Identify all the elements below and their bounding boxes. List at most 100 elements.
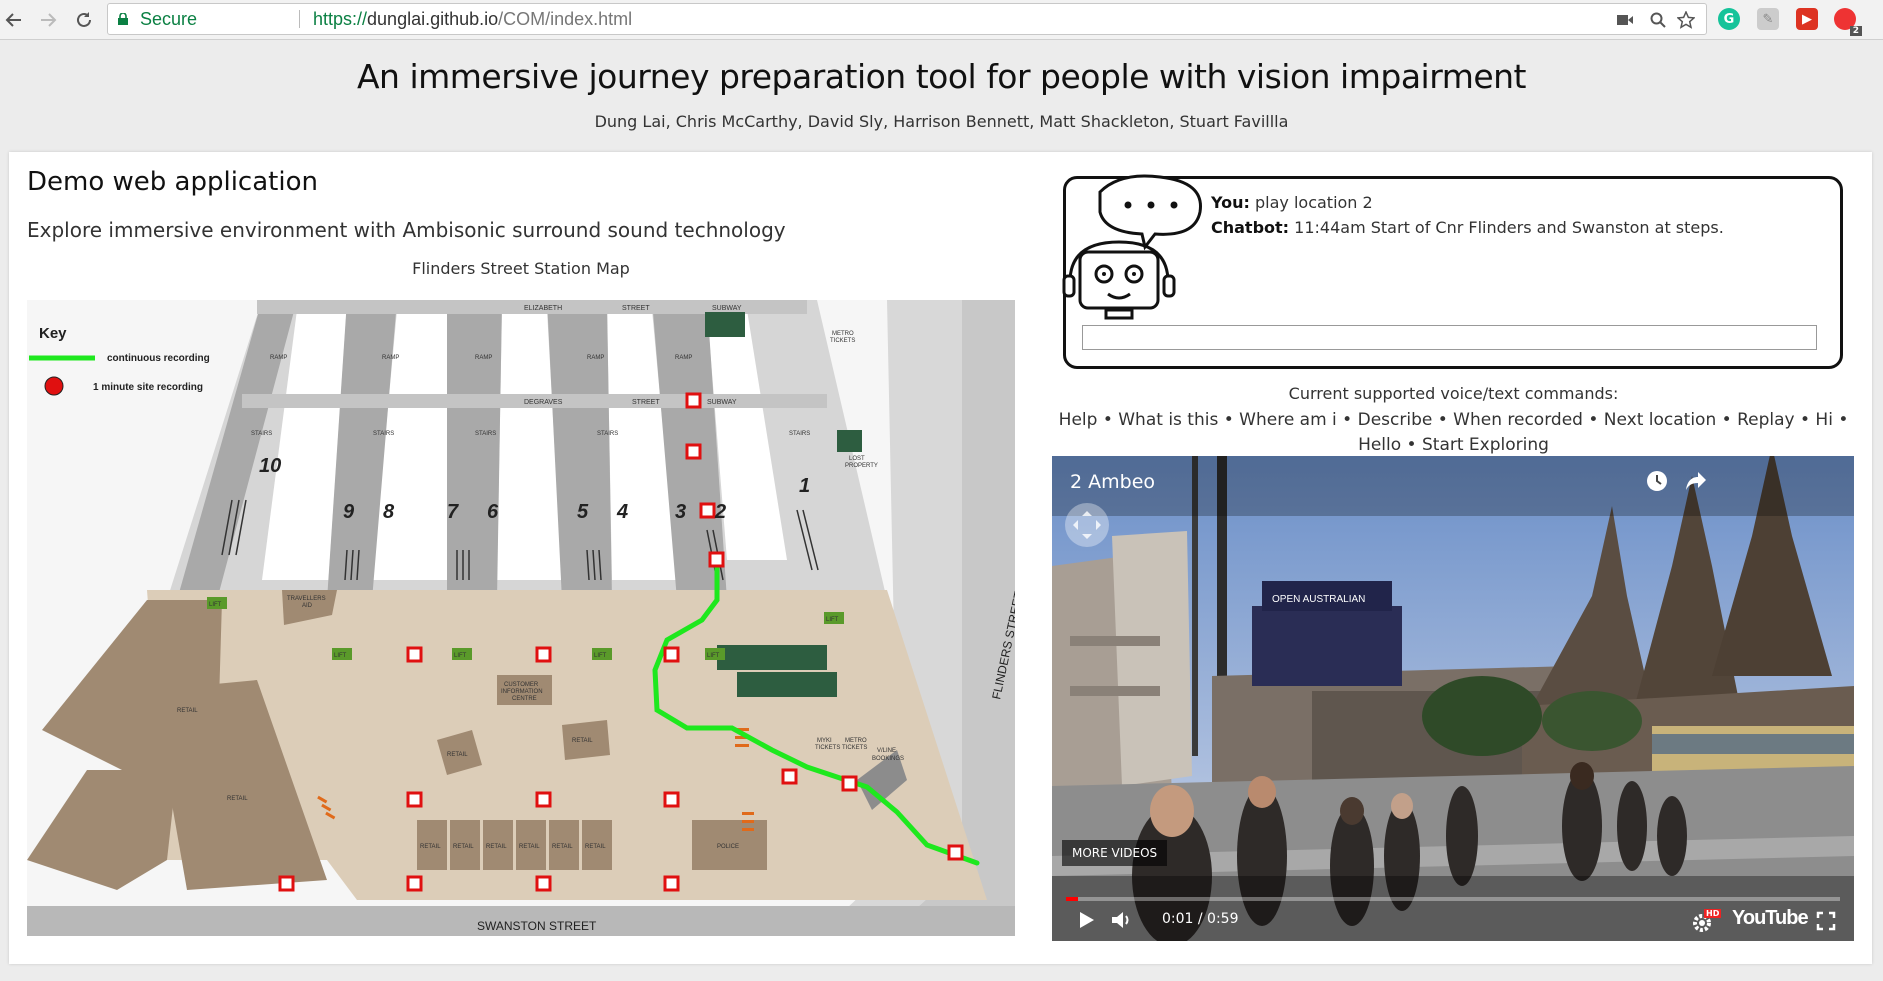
degraves-subway-band: [242, 394, 827, 408]
street-bottom: SWANSTON STREET: [477, 919, 597, 933]
customer-info-centre: [497, 675, 552, 705]
lost-label: LOST: [849, 456, 865, 462]
watch-later-clock-icon[interactable]: [1646, 470, 1668, 492]
platform-7: 7: [447, 501, 459, 523]
more-videos-button[interactable]: MORE VIDEOS: [1062, 840, 1168, 866]
street-top-3: SUBWAY: [712, 305, 742, 312]
elizabeth-subway-band: [257, 300, 807, 314]
bottom-retail-shops: [417, 820, 767, 870]
flinders-street-road: [867, 300, 1015, 936]
zoom-icon[interactable]: [1648, 10, 1668, 30]
reload-icon[interactable]: [72, 8, 96, 32]
commands-list: Help • What is this • Where am i • Descr…: [1058, 410, 1849, 455]
360-pan-control-icon[interactable]: [1064, 502, 1110, 548]
platform-2: 2: [714, 501, 726, 523]
station-map[interactable]: Key continuous recording 1 minute site r…: [27, 300, 1015, 936]
volume-icon[interactable]: [1110, 910, 1134, 930]
retail-block-left-2: [152, 680, 327, 890]
demo-subtitle: Explore immersive environment with Ambis…: [27, 218, 786, 242]
retail-label-left-1: RETAIL: [177, 708, 198, 714]
retail-label-left-2: RETAIL: [227, 796, 248, 802]
ramp-label-1: RAMP: [270, 355, 287, 361]
settings-gear-icon[interactable]: HD: [1692, 909, 1722, 933]
metro-tickets-label: TICKETS: [842, 745, 867, 751]
lift-label-6: LIFT: [826, 617, 839, 623]
youtube-logo[interactable]: YouTube: [1732, 907, 1809, 929]
retail-shop-label-4: RETAIL: [519, 844, 540, 850]
chat-user-message: You: play location 2: [1211, 193, 1373, 212]
platform-8: 8: [383, 501, 395, 523]
platform-gaps: [262, 310, 787, 580]
recording-markers: [278, 392, 964, 892]
chatbot-robot-icon: [1062, 174, 1202, 320]
extension-badge: 2: [1849, 26, 1862, 36]
video-extension-icon[interactable]: ▶: [1796, 8, 1818, 30]
ramp-label-2: RAMP: [382, 355, 399, 361]
retail-shop-label-2: RETAIL: [453, 844, 474, 850]
lock-icon: [118, 13, 128, 25]
key-continuous-label: continuous recording: [107, 353, 210, 364]
stairs-label-2: STAIRS: [373, 431, 394, 437]
tickets-label-top: TICKETS: [830, 338, 855, 344]
map-caption: Flinders Street Station Map: [412, 259, 630, 278]
continuous-recording-route: [652, 563, 980, 866]
retail-shop-label-5: RETAIL: [552, 844, 573, 850]
notification-extension-icon[interactable]: 2: [1834, 8, 1862, 36]
chat-input[interactable]: [1082, 325, 1817, 350]
flinders-steps: [857, 750, 907, 810]
myki-label: MYKI: [817, 738, 832, 744]
grammarly-extension-icon[interactable]: G: [1718, 8, 1740, 30]
street-mid-1: DEGRAVES: [524, 399, 563, 406]
swanston-street-road: [27, 906, 1015, 936]
retail-kiosk-2: [562, 720, 610, 760]
back-arrow-icon[interactable]: [2, 8, 26, 32]
myki-tickets-label: TICKETS: [815, 745, 840, 751]
chat-bot-label: Chatbot:: [1211, 218, 1290, 237]
stairs-label-5: STAIRS: [789, 431, 810, 437]
play-icon[interactable]: [1076, 910, 1096, 930]
video-time: 0:01 / 0:59: [1162, 911, 1239, 927]
property-label: PROPERTY: [845, 463, 878, 469]
address-bar[interactable]: Secure https://dunglai.github.io/COM/ind…: [107, 3, 1707, 35]
retail-block-left-3: [27, 770, 177, 890]
chat-bot-message: Chatbot: 11:44am Start of Cnr Flinders a…: [1211, 218, 1724, 237]
street-top-2: STREET: [622, 305, 650, 312]
toilets-block-top: [705, 312, 745, 337]
commands-title: Current supported voice/text commands:: [1288, 384, 1619, 403]
travellers-aid: [282, 590, 337, 625]
retail-label-kiosk-1: RETAIL: [447, 752, 468, 758]
platform-6: 6: [487, 501, 499, 523]
url-host: dunglai.github.io: [367, 9, 499, 29]
video-progress-bar[interactable]: [1066, 897, 1840, 901]
retail-shop-label-6: RETAIL: [585, 844, 606, 850]
key-marker-swatch: [44, 376, 64, 396]
ramp-label-5: RAMP: [675, 355, 692, 361]
centre-label: CENTRE: [512, 696, 537, 702]
video-player[interactable]: OPEN AUSTRALIAN: [1052, 456, 1854, 941]
chat-bot-text: 11:44am Start of Cnr Flinders and Swanst…: [1289, 218, 1724, 237]
metro-label: METRO: [845, 738, 867, 744]
fullscreen-icon[interactable]: [1816, 911, 1836, 931]
key-minute-label: 1 minute site recording: [93, 382, 203, 393]
video-title[interactable]: 2 Ambeo: [1070, 471, 1156, 493]
stairs-label-3: STAIRS: [475, 431, 496, 437]
share-arrow-icon[interactable]: [1685, 471, 1707, 493]
video-frame: OPEN AUSTRALIAN: [1052, 456, 1854, 941]
platform-9: 9: [343, 501, 355, 523]
retail-shop-label-1: RETAIL: [420, 844, 441, 850]
platform-1: 1: [799, 475, 810, 497]
url-path: /COM/index.html: [498, 9, 633, 29]
url-text[interactable]: https://dunglai.github.io/COM/index.html: [313, 4, 632, 34]
video-progress-fill: [1066, 897, 1079, 901]
key-title: Key: [39, 325, 67, 342]
station-map-graphic: Key continuous recording 1 minute site r…: [27, 300, 1015, 936]
police-label: POLICE: [717, 844, 739, 850]
camera-icon[interactable]: [1615, 10, 1635, 30]
platform-5: 5: [577, 501, 589, 523]
stairs-label-1: STAIRS: [251, 431, 272, 437]
forward-arrow-icon[interactable]: [36, 8, 60, 32]
bookmark-star-icon[interactable]: [1676, 10, 1696, 30]
pdf-extension-icon[interactable]: ✎: [1757, 8, 1779, 30]
vline-label: V/LINE: [877, 748, 896, 754]
authors-line: Dung Lai, Chris McCarthy, David Sly, Har…: [594, 112, 1289, 131]
